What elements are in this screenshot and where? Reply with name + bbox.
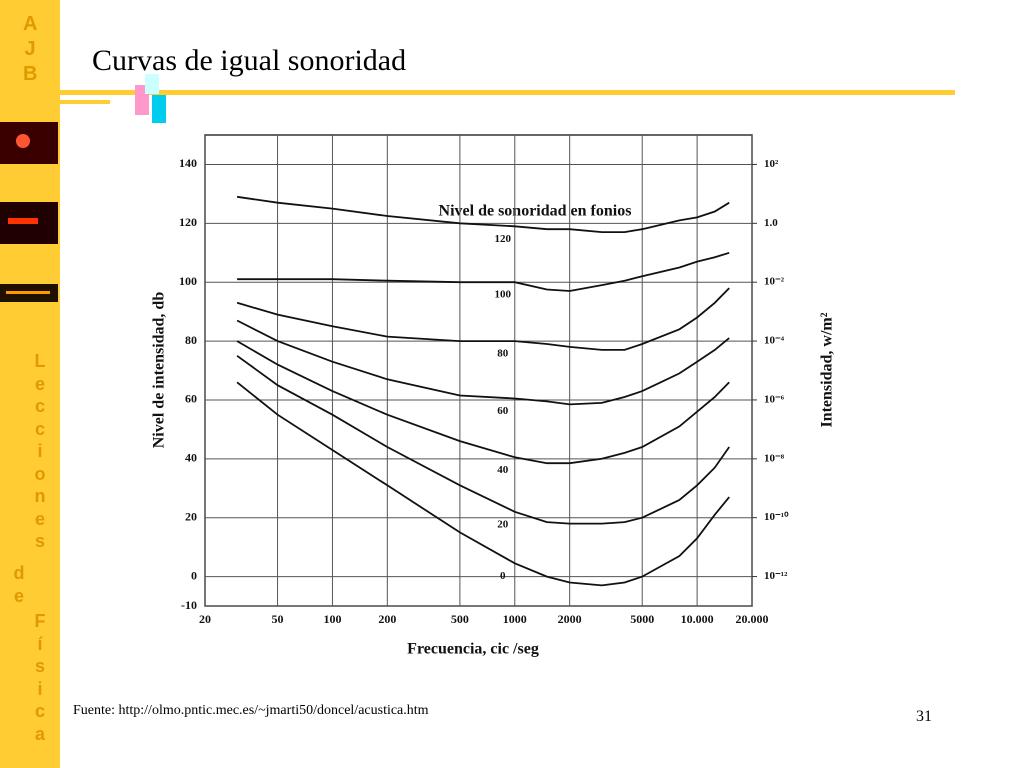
rule-deco (60, 100, 110, 104)
sidebar-text: Física (34, 611, 46, 744)
x-tick-label: 20.000 (736, 612, 769, 626)
thumb (0, 284, 58, 302)
y2-axis-label: Intensidad, w/m² (819, 312, 836, 427)
y-axis-label: Nivel de intensidad, db (151, 292, 168, 449)
deco (152, 95, 166, 123)
curve (236, 319, 730, 406)
logo-b: B (23, 63, 38, 85)
y-tick-label: 0 (191, 568, 197, 582)
x-tick-label: 200 (378, 612, 396, 626)
x-tick-label: 10.000 (681, 612, 714, 626)
curve (236, 381, 730, 587)
y-tick-label: 80 (185, 333, 197, 347)
source: Fuente: http://olmo.pntic.mec.es/~jmarti… (73, 703, 429, 718)
y-tick-label: 60 (185, 392, 197, 406)
sidebar-text: de (13, 563, 25, 606)
curve (236, 340, 730, 465)
y-tick-label: 140 (179, 156, 197, 170)
x-tick-label: 2000 (558, 612, 582, 626)
curve-label: 120 (495, 233, 512, 245)
x-tick-label: 500 (451, 612, 469, 626)
x-tick-label: 50 (272, 612, 284, 626)
y-tick-label: -10 (181, 598, 197, 612)
y2-tick-label: 10⁻⁸ (764, 452, 785, 464)
curve-label: 100 (495, 289, 512, 301)
page-number: 31 (916, 708, 932, 725)
y2-tick-label: 10⁻¹⁰ (764, 511, 789, 523)
annotation: Nivel de sonoridad en fonios (439, 203, 632, 220)
y2-tick-label: 1.0 (764, 217, 778, 229)
curve (237, 251, 730, 292)
x-tick-label: 1000 (503, 612, 527, 626)
logo-a: A (23, 13, 38, 35)
x-axis-label: Frecuencia, cic /seg (407, 641, 539, 658)
logo-j: J (24, 38, 36, 60)
x-tick-label: 20 (199, 612, 211, 626)
y2-tick-label: 10² (764, 158, 779, 170)
title-rule (60, 90, 955, 95)
deco (145, 74, 159, 94)
y-tick-label: 40 (185, 451, 197, 465)
sidebar-text: Lecciones (34, 351, 46, 551)
curve-label: 20 (497, 518, 509, 530)
curve (236, 287, 730, 351)
curve-label: 60 (497, 405, 509, 417)
curve-label: 0 (500, 570, 506, 582)
x-tick-label: 5000 (630, 612, 654, 626)
thumb (0, 122, 58, 164)
y-tick-label: 20 (185, 509, 197, 523)
curve-label: 40 (497, 464, 509, 476)
y-tick-label: 100 (179, 274, 197, 288)
thumb (0, 202, 58, 244)
curve (236, 355, 730, 525)
slide-title: Curvas de igual sonoridad (92, 44, 407, 77)
y2-tick-label: 10⁻⁶ (764, 393, 785, 405)
y-tick-label: 120 (179, 215, 197, 229)
curve-label: 80 (497, 348, 509, 360)
y2-tick-label: 10⁻¹² (764, 570, 788, 582)
y2-tick-label: 10⁻² (764, 276, 785, 288)
y2-tick-label: 10⁻⁴ (764, 335, 785, 347)
curve (236, 195, 730, 233)
x-tick-label: 100 (323, 612, 341, 626)
